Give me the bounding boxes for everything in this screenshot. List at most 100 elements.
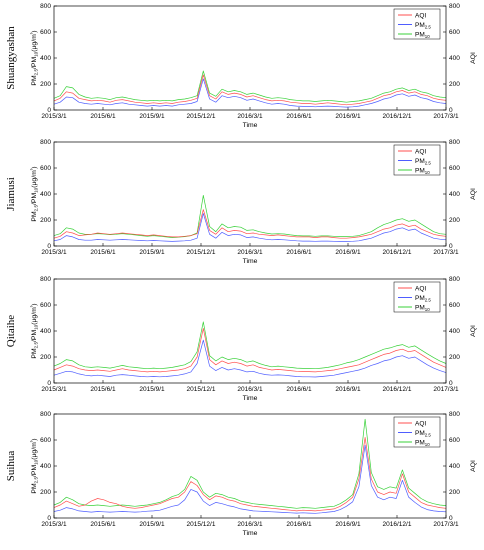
x-axis-label: Time [243, 258, 258, 265]
y-axis-label-right: AQI [470, 460, 477, 472]
legend-item-pm10: PM10​ [415, 31, 430, 39]
x-tick-label: 2016/3/1 [237, 113, 263, 120]
legend: AQI PM2.5​PM10​ [393, 416, 441, 448]
chart-panel-shuangyashan: Shuangyashan PM2.5/PM10(μg/m³) AQI 0 0 200 200… [5, 3, 477, 129]
y-tick-label-left: 400 [40, 55, 51, 62]
legend: AQI PM2.5​PM10​ [393, 144, 441, 176]
y-axis-label-left: PM2.5/PM10(μg/m³) [30, 166, 39, 221]
legend-item-pm10: PM10​ [415, 167, 430, 175]
series-line-aqi [53, 328, 447, 373]
y-tick-label-left: 400 [40, 463, 51, 470]
x-tick-label: 2016/6/1 [286, 521, 312, 528]
y-tick-label-right: 400 [449, 55, 460, 62]
y-tick-label-left: 400 [40, 191, 51, 198]
x-axis-label: Time [243, 395, 258, 402]
y-tick-label-right: 400 [449, 463, 460, 470]
y-tick-label-right: 800 [449, 3, 460, 10]
y-tick-label-right: 0 [449, 243, 453, 250]
x-tick-label: 2016/12/1 [383, 249, 412, 256]
y-tick-label-left: 600 [40, 302, 51, 309]
x-tick-label: 2016/12/1 [383, 521, 412, 528]
y-tick-label-left: 200 [40, 489, 51, 496]
plot-frame [53, 5, 447, 111]
x-tick-label: 2015/3/1 [41, 521, 67, 528]
y-tick-label-right: 400 [449, 191, 460, 198]
plot-frame [53, 278, 447, 384]
x-tick-label: 2016/3/1 [237, 521, 263, 528]
x-tick-label: 2015/9/1 [139, 386, 165, 393]
x-tick-label: 2016/6/1 [286, 249, 312, 256]
x-tick-label: 2015/12/1 [187, 521, 216, 528]
legend-item-pm10: PM10​ [415, 439, 430, 447]
series-line-aqi [53, 209, 447, 239]
legend-item-pm25: PM2.5​ [415, 158, 431, 166]
y-tick-label-left: 0 [47, 107, 51, 114]
x-axis-label: Time [243, 530, 258, 537]
x-tick-label: 2015/3/1 [41, 113, 67, 120]
x-tick-label: 2017/3/1 [433, 249, 459, 256]
x-tick-label: 2015/12/1 [187, 113, 216, 120]
station-name: Suihua [5, 451, 17, 482]
x-axis-label: Time [243, 122, 258, 129]
y-tick-label-right: 600 [449, 165, 460, 172]
x-tick-label: 2015/6/1 [90, 249, 116, 256]
y-axis-label-left: PM2.5/PM10(μg/m³) [30, 303, 39, 358]
series-line-pm25 [53, 213, 447, 242]
chart-panel-qitaihe: Qitaihe PM2.5/PM10(μg/m³) AQI 0 0 200 200 400 40… [5, 276, 477, 402]
y-tick-label-right: 800 [449, 411, 460, 418]
y-tick-label-right: 600 [449, 302, 460, 309]
x-tick-label: 2016/9/1 [335, 113, 361, 120]
x-tick-label: 2015/9/1 [139, 249, 165, 256]
y-axis-label-right: AQI [470, 188, 477, 200]
y-tick-label-right: 600 [449, 29, 460, 36]
legend: AQI PM2.5​PM10​ [393, 8, 441, 40]
series-line-pm25 [53, 78, 447, 108]
x-tick-label: 2015/12/1 [187, 386, 216, 393]
x-tick-label: 2017/3/1 [433, 113, 459, 120]
y-tick-label-right: 600 [449, 437, 460, 444]
series-line-pm10 [53, 321, 447, 370]
chart-panel-suihua: Suihua PM2.5/PM10(μg/m³) AQI 0 0 200 200 400 400… [5, 411, 477, 537]
station-name: Qitaihe [5, 315, 17, 347]
y-axis-label-left: PM2.5/PM10(μg/m³) [30, 438, 39, 493]
legend-item-aqi: AQI [415, 420, 426, 427]
series-line-aqi [53, 437, 447, 512]
plot-frame [53, 413, 447, 519]
series-line-pm10 [53, 418, 447, 509]
legend-item-aqi: AQI [415, 12, 426, 19]
series-line-pm10 [53, 194, 447, 238]
y-tick-label-right: 400 [449, 328, 460, 335]
series-line-pm25 [53, 444, 447, 514]
x-tick-label: 2016/6/1 [286, 113, 312, 120]
x-tick-label: 2017/3/1 [433, 521, 459, 528]
x-tick-label: 2016/9/1 [335, 386, 361, 393]
y-tick-label-right: 0 [449, 380, 453, 387]
x-tick-label: 2015/6/1 [90, 386, 116, 393]
x-tick-label: 2015/9/1 [139, 521, 165, 528]
y-tick-label-left: 0 [47, 243, 51, 250]
y-tick-label-left: 800 [40, 3, 51, 10]
chart-panel-jiamusi: Jiamusi PM2.5/PM10(μg/m³) AQI 0 0 200 200 400 40… [5, 139, 477, 265]
y-tick-label-left: 800 [40, 276, 51, 283]
series-line-aqi [53, 74, 447, 106]
y-tick-label-left: 600 [40, 165, 51, 172]
y-axis-label-left: PM2.5/PM10(μg/m³) [30, 30, 39, 85]
y-tick-label-right: 0 [449, 515, 453, 522]
x-tick-label: 2015/9/1 [139, 113, 165, 120]
x-tick-label: 2016/12/1 [383, 113, 412, 120]
y-tick-label-left: 0 [47, 515, 51, 522]
y-tick-label-left: 800 [40, 139, 51, 146]
y-tick-label-left: 200 [40, 81, 51, 88]
station-name: Jiamusi [5, 177, 17, 211]
x-tick-label: 2015/3/1 [41, 249, 67, 256]
y-tick-label-left: 600 [40, 437, 51, 444]
x-tick-label: 2017/3/1 [433, 386, 459, 393]
plot-frame [53, 141, 447, 247]
y-axis-label-right: AQI [470, 325, 477, 337]
legend: AQI PM2.5​PM10​ [393, 281, 441, 313]
y-tick-label-left: 400 [40, 328, 51, 335]
legend-item-pm25: PM2.5​ [415, 22, 431, 30]
station-name: Shuangyashan [5, 26, 17, 90]
x-tick-label: 2016/6/1 [286, 386, 312, 393]
